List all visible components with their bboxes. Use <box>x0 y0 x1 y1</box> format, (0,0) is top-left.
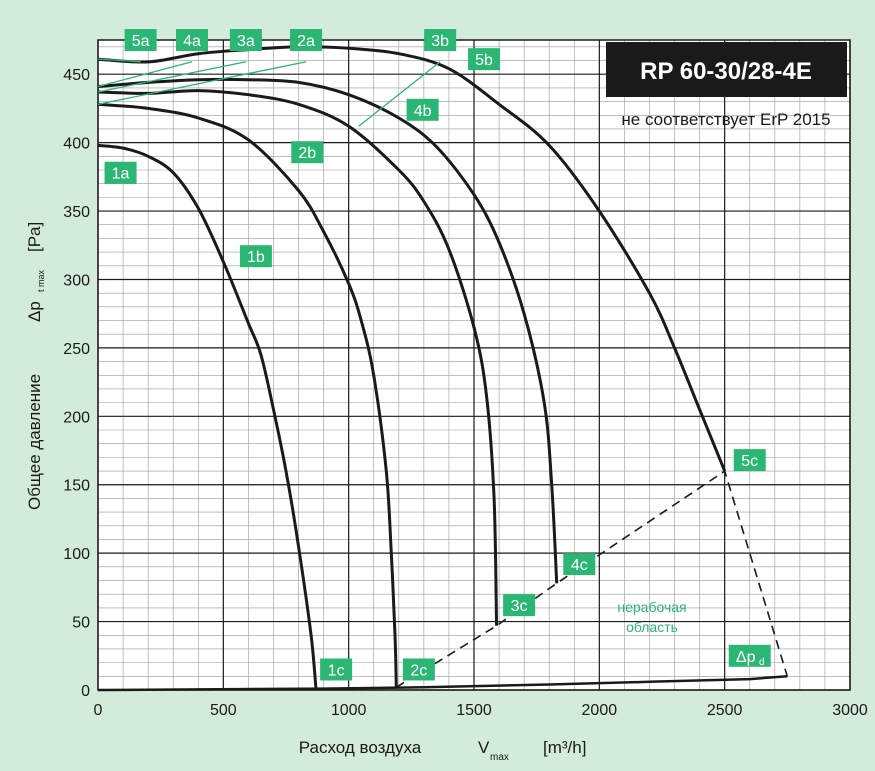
x-axis-subscript: max <box>490 752 509 763</box>
x-tick-label: 500 <box>210 702 237 719</box>
marker-5a: 5a <box>124 29 157 51</box>
svg-text:5b: 5b <box>475 52 493 69</box>
svg-text:5c: 5c <box>741 453 758 470</box>
svg-text:2b: 2b <box>298 145 316 162</box>
leader-line <box>97 61 247 93</box>
series-line-4 <box>97 77 559 584</box>
y-tick-label: 450 <box>63 67 90 84</box>
marker-1b: 1b <box>239 245 272 268</box>
svg-text:1c: 1c <box>328 662 345 679</box>
svg-text:d: d <box>759 657 765 668</box>
svg-text:4a: 4a <box>183 33 201 50</box>
marker-4a: 4a <box>176 29 208 51</box>
y-axis-subscript: t max <box>36 269 46 292</box>
y-tick-label: 0 <box>81 683 90 700</box>
y-tick-label: 400 <box>63 136 90 153</box>
svg-text:3b: 3b <box>431 33 449 50</box>
svg-text:3a: 3a <box>237 33 255 50</box>
y-tick-label: 300 <box>63 272 90 289</box>
x-tick-label: 3000 <box>832 702 868 719</box>
leader-line <box>97 58 141 63</box>
svg-text:Δp: Δp <box>736 649 756 666</box>
series-line-1 <box>97 143 318 691</box>
chart-subtitle: не соответствует ErP 2015 <box>621 110 830 129</box>
y-tick-label: 350 <box>63 204 90 221</box>
marker-5c: 5c <box>733 449 766 472</box>
title-box: RP 60-30/28-4E <box>606 42 847 97</box>
non-working-area-label: нерабочая <box>617 599 686 615</box>
x-tick-label: 0 <box>94 702 103 719</box>
y-tick-label: 250 <box>63 341 90 358</box>
svg-text:5a: 5a <box>132 33 150 50</box>
x-axis-unit: [m³/h] <box>543 738 586 757</box>
non-working-area-label-2: область <box>626 619 678 635</box>
svg-text:1a: 1a <box>112 166 130 183</box>
marker-3b: 3b <box>424 29 457 51</box>
plot-frame <box>97 39 851 691</box>
marker-1a: 1a <box>104 161 137 184</box>
pressure-boundary-line <box>97 675 788 692</box>
leader-line <box>358 61 441 127</box>
series-line-5 <box>97 45 727 472</box>
x-axis-label: Расход воздуха <box>299 738 422 757</box>
non-working-boundary <box>395 469 789 688</box>
series-line-2 <box>97 102 398 688</box>
x-tick-label: 2000 <box>582 702 618 719</box>
svg-text:1b: 1b <box>247 249 265 266</box>
svg-text:4b: 4b <box>414 103 432 120</box>
y-tick-label: 150 <box>63 478 90 495</box>
marker-Δp: Δp d <box>728 644 771 668</box>
marker-4b: 4b <box>406 98 439 121</box>
y-tick-label: 200 <box>63 409 90 426</box>
y-axis-symbol: Δp <box>25 301 44 322</box>
x-tick-label: 1500 <box>456 702 492 719</box>
svg-text:2a: 2a <box>297 33 315 50</box>
y-axis-label: Общее давление <box>25 374 44 510</box>
x-tick-label: 2500 <box>707 702 743 719</box>
marker-4c: 4c <box>563 553 596 576</box>
leader-line <box>97 61 307 105</box>
x-tick-label: 1000 <box>331 702 367 719</box>
marker-3a: 3a <box>229 29 262 51</box>
y-tick-label: 100 <box>63 546 90 563</box>
marker-2b: 2b <box>291 141 324 164</box>
y-tick-label: 50 <box>72 615 90 632</box>
svg-text:3c: 3c <box>511 598 528 615</box>
leader-line <box>97 61 193 88</box>
marker-3c: 3c <box>503 594 536 617</box>
marker-2c: 2c <box>402 658 435 681</box>
svg-text:4c: 4c <box>571 557 588 574</box>
series-line-3 <box>97 89 499 626</box>
y-axis-unit: [Pa] <box>25 222 44 252</box>
marker-1c: 1c <box>320 658 353 681</box>
chart-title: RP 60-30/28-4E <box>640 58 812 85</box>
svg-text:2c: 2c <box>410 662 427 679</box>
x-axis-symbol: V <box>478 738 490 757</box>
marker-5b: 5b <box>468 48 501 71</box>
marker-2a: 2a <box>290 29 323 51</box>
